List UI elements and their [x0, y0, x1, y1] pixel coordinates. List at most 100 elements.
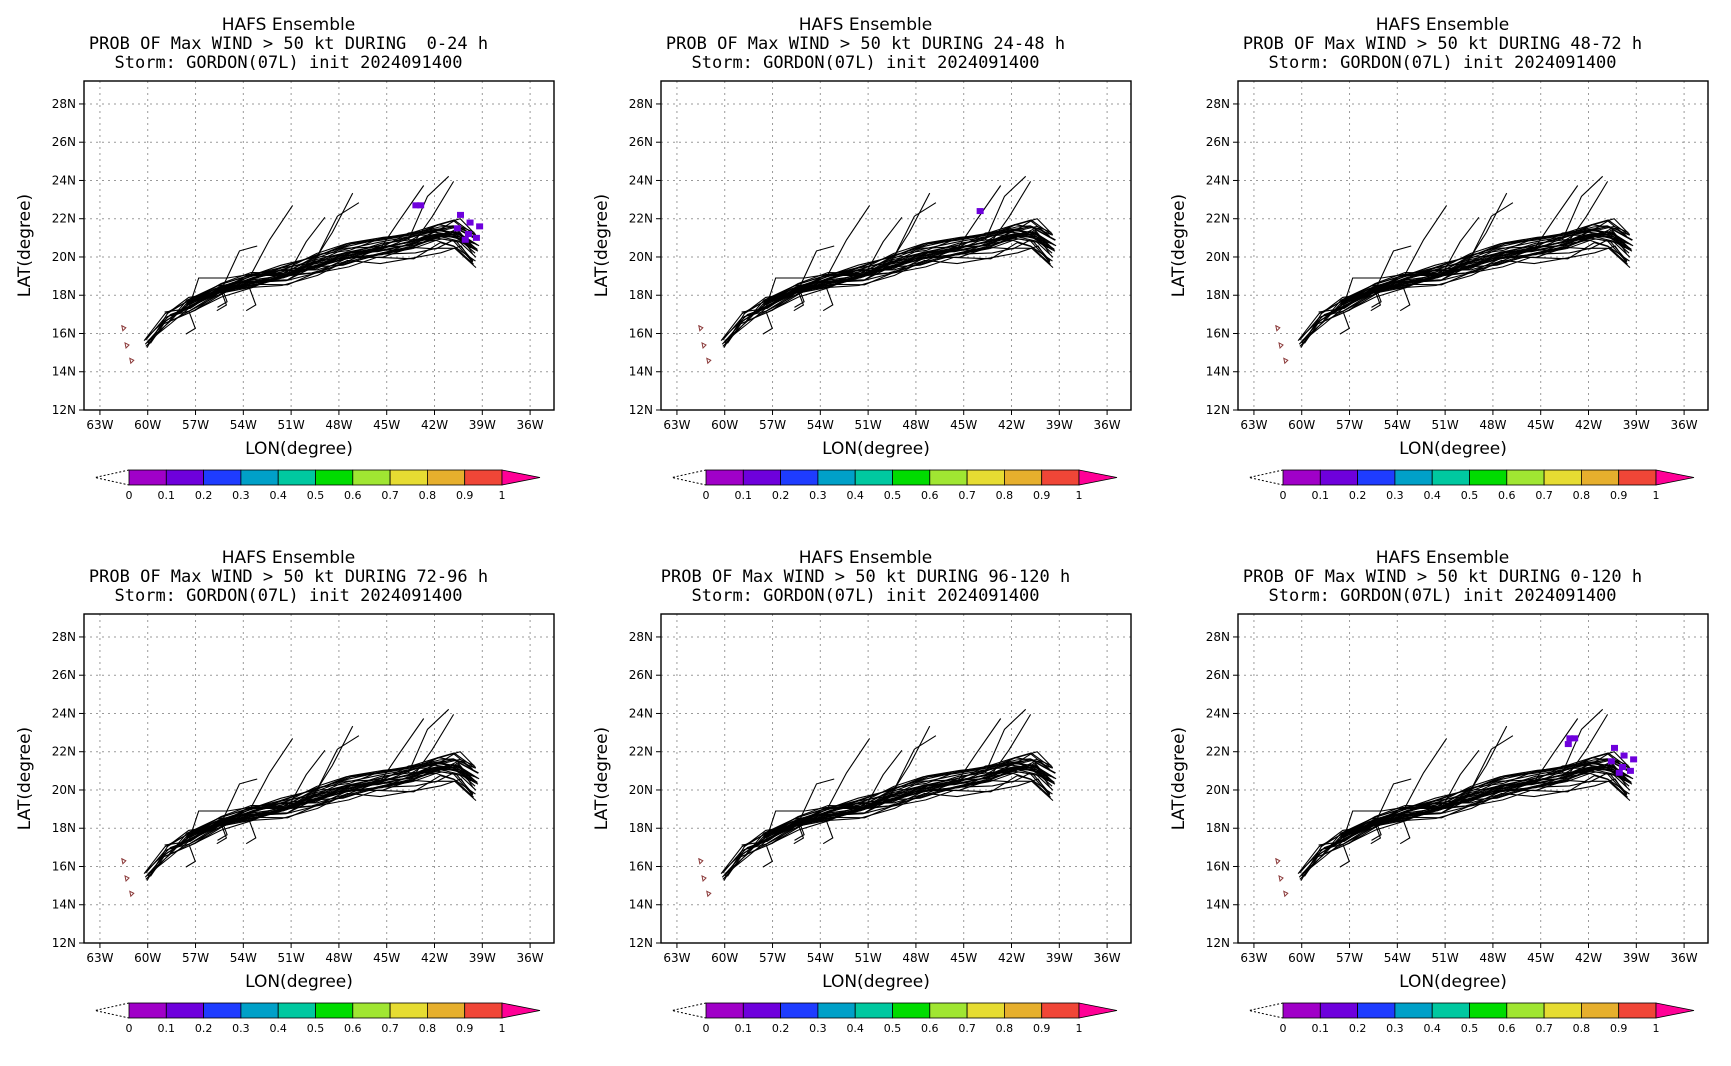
plot-frame: [1237, 80, 1709, 411]
probability-cell: [464, 231, 472, 238]
x-tick-label: 51W: [1432, 951, 1459, 965]
y-tick-label: 24N: [52, 706, 76, 720]
colorbar-tick-label: 0.6: [1498, 1022, 1516, 1035]
track-line: [317, 735, 360, 788]
probability-cell: [1630, 756, 1638, 763]
track-line: [863, 749, 903, 810]
x-tick-label: 60W: [134, 951, 161, 965]
track-line: [889, 725, 931, 796]
probability-cell: [1566, 735, 1574, 742]
colorbar-segment: [1543, 469, 1582, 486]
track-line: [164, 752, 475, 846]
colorbar-tick-label: 0.6: [344, 1022, 362, 1035]
track-line: [148, 225, 479, 341]
x-tick-label: 42W: [998, 418, 1025, 432]
track-line: [170, 231, 472, 319]
track-line: [1399, 820, 1411, 845]
y-tick-label: 24N: [1206, 706, 1230, 720]
colorbar-segment: [1506, 469, 1545, 486]
colorbar-tick-label: 0.5: [1461, 489, 1479, 502]
colorbar-tick-label: 0.1: [735, 489, 753, 502]
x-tick-label: 63W: [663, 418, 690, 432]
y-axis-label: LAT(degree): [15, 194, 35, 297]
track-line: [984, 708, 1027, 774]
colorbar-segment: [705, 469, 744, 486]
colorbar-segment: [389, 1002, 428, 1019]
track-line: [725, 225, 1056, 341]
x-tick-label: 54W: [807, 418, 834, 432]
y-tick-label: 14N: [52, 365, 76, 379]
colorbar-segment: [352, 1002, 391, 1019]
colorbar-tick-label: 0.5: [307, 489, 325, 502]
colorbar-segment: [817, 469, 856, 486]
x-tick-label: 36W: [1094, 951, 1121, 965]
track-line: [826, 205, 871, 277]
track-line: [1339, 311, 1350, 335]
x-tick-label: 63W: [1240, 418, 1267, 432]
track-line: [216, 772, 474, 827]
track-line: [1471, 735, 1514, 788]
y-tick-label: 18N: [629, 288, 653, 302]
plot-frame: [1237, 613, 1709, 944]
x-tick-label: 63W: [1240, 951, 1267, 965]
track-line: [143, 766, 471, 875]
x-tick-label: 57W: [759, 951, 786, 965]
track-line: [1325, 762, 1628, 855]
track-line: [822, 820, 834, 845]
chart-panel-5: HAFS Ensemble PROB OF Max WIND > 50 kt DU…: [577, 533, 1154, 1066]
x-tick-label: 39W: [1623, 418, 1650, 432]
y-tick-label: 18N: [52, 821, 76, 835]
panel-title-block: HAFS Ensemble PROB OF Max WIND > 50 kt DU…: [0, 549, 577, 606]
y-tick-label: 22N: [52, 745, 76, 759]
track-line: [249, 738, 294, 810]
track-line: [149, 768, 479, 877]
chart-svg: 63W 60W 57W 54W 51W 48W 45W 42W 39W 36W 12N 14N 16N 1…: [592, 613, 1132, 1035]
x-tick-label: 60W: [1288, 951, 1315, 965]
track-line: [747, 231, 1049, 319]
plot-frame: [83, 80, 555, 411]
track-line: [171, 229, 474, 322]
x-tick-label: 36W: [1671, 418, 1698, 432]
probability-cell: [476, 223, 484, 230]
track-line: [1370, 772, 1628, 827]
x-tick-label: 48W: [325, 951, 352, 965]
colorbar-under-arrow: [1248, 1002, 1284, 1019]
colorbar-tick-label: 0.2: [1349, 489, 1367, 502]
x-tick-label: 48W: [902, 951, 929, 965]
x-tick-label: 57W: [1336, 418, 1363, 432]
x-axis-label: LON(degree): [1399, 439, 1507, 459]
colorbar-segment: [1282, 469, 1321, 486]
colorbar-over-arrow: [1655, 469, 1695, 486]
colorbar-tick-label: 0.6: [921, 1022, 939, 1035]
ensemble-tracks: [143, 708, 480, 881]
chart-svg: 63W 60W 57W 54W 51W 48W 45W 42W 39W 36W 12N 14N 16N 1…: [592, 80, 1132, 502]
y-tick-label: 26N: [1206, 668, 1230, 682]
colorbar-segment: [966, 469, 1005, 486]
x-tick-label: 36W: [517, 418, 544, 432]
colorbar-segment: [1506, 1002, 1545, 1019]
y-tick-label: 20N: [1206, 250, 1230, 264]
x-tick-label: 48W: [325, 418, 352, 432]
colorbar-segment: [780, 469, 819, 486]
colorbar-tick-label: 0.6: [921, 489, 939, 502]
ensemble-tracks: [143, 175, 480, 348]
y-tick-label: 16N: [52, 326, 76, 340]
track-line: [768, 758, 1052, 834]
colorbar-segment: [742, 469, 782, 486]
island-mark: [701, 875, 707, 882]
y-tick-label: 22N: [629, 745, 653, 759]
x-tick-label: 42W: [1575, 418, 1602, 432]
y-tick-label: 16N: [1206, 859, 1230, 873]
y-tick-label: 18N: [1206, 288, 1230, 302]
island-mark: [1283, 890, 1289, 898]
track-line: [1297, 233, 1625, 342]
chart-svg: 63W 60W 57W 54W 51W 48W 45W 42W 39W 36W 12N 14N 16N 1…: [1169, 613, 1709, 1035]
y-tick-label: 20N: [52, 783, 76, 797]
track-line: [312, 192, 354, 263]
track-line: [1297, 766, 1625, 875]
y-tick-label: 14N: [629, 898, 653, 912]
colorbar-segment: [1469, 469, 1508, 486]
probability-cell: [472, 234, 480, 241]
track-line: [822, 287, 834, 312]
chart-subtitle: PROB OF Max WIND > 50 kt DURING 72-96 h: [88, 567, 489, 587]
